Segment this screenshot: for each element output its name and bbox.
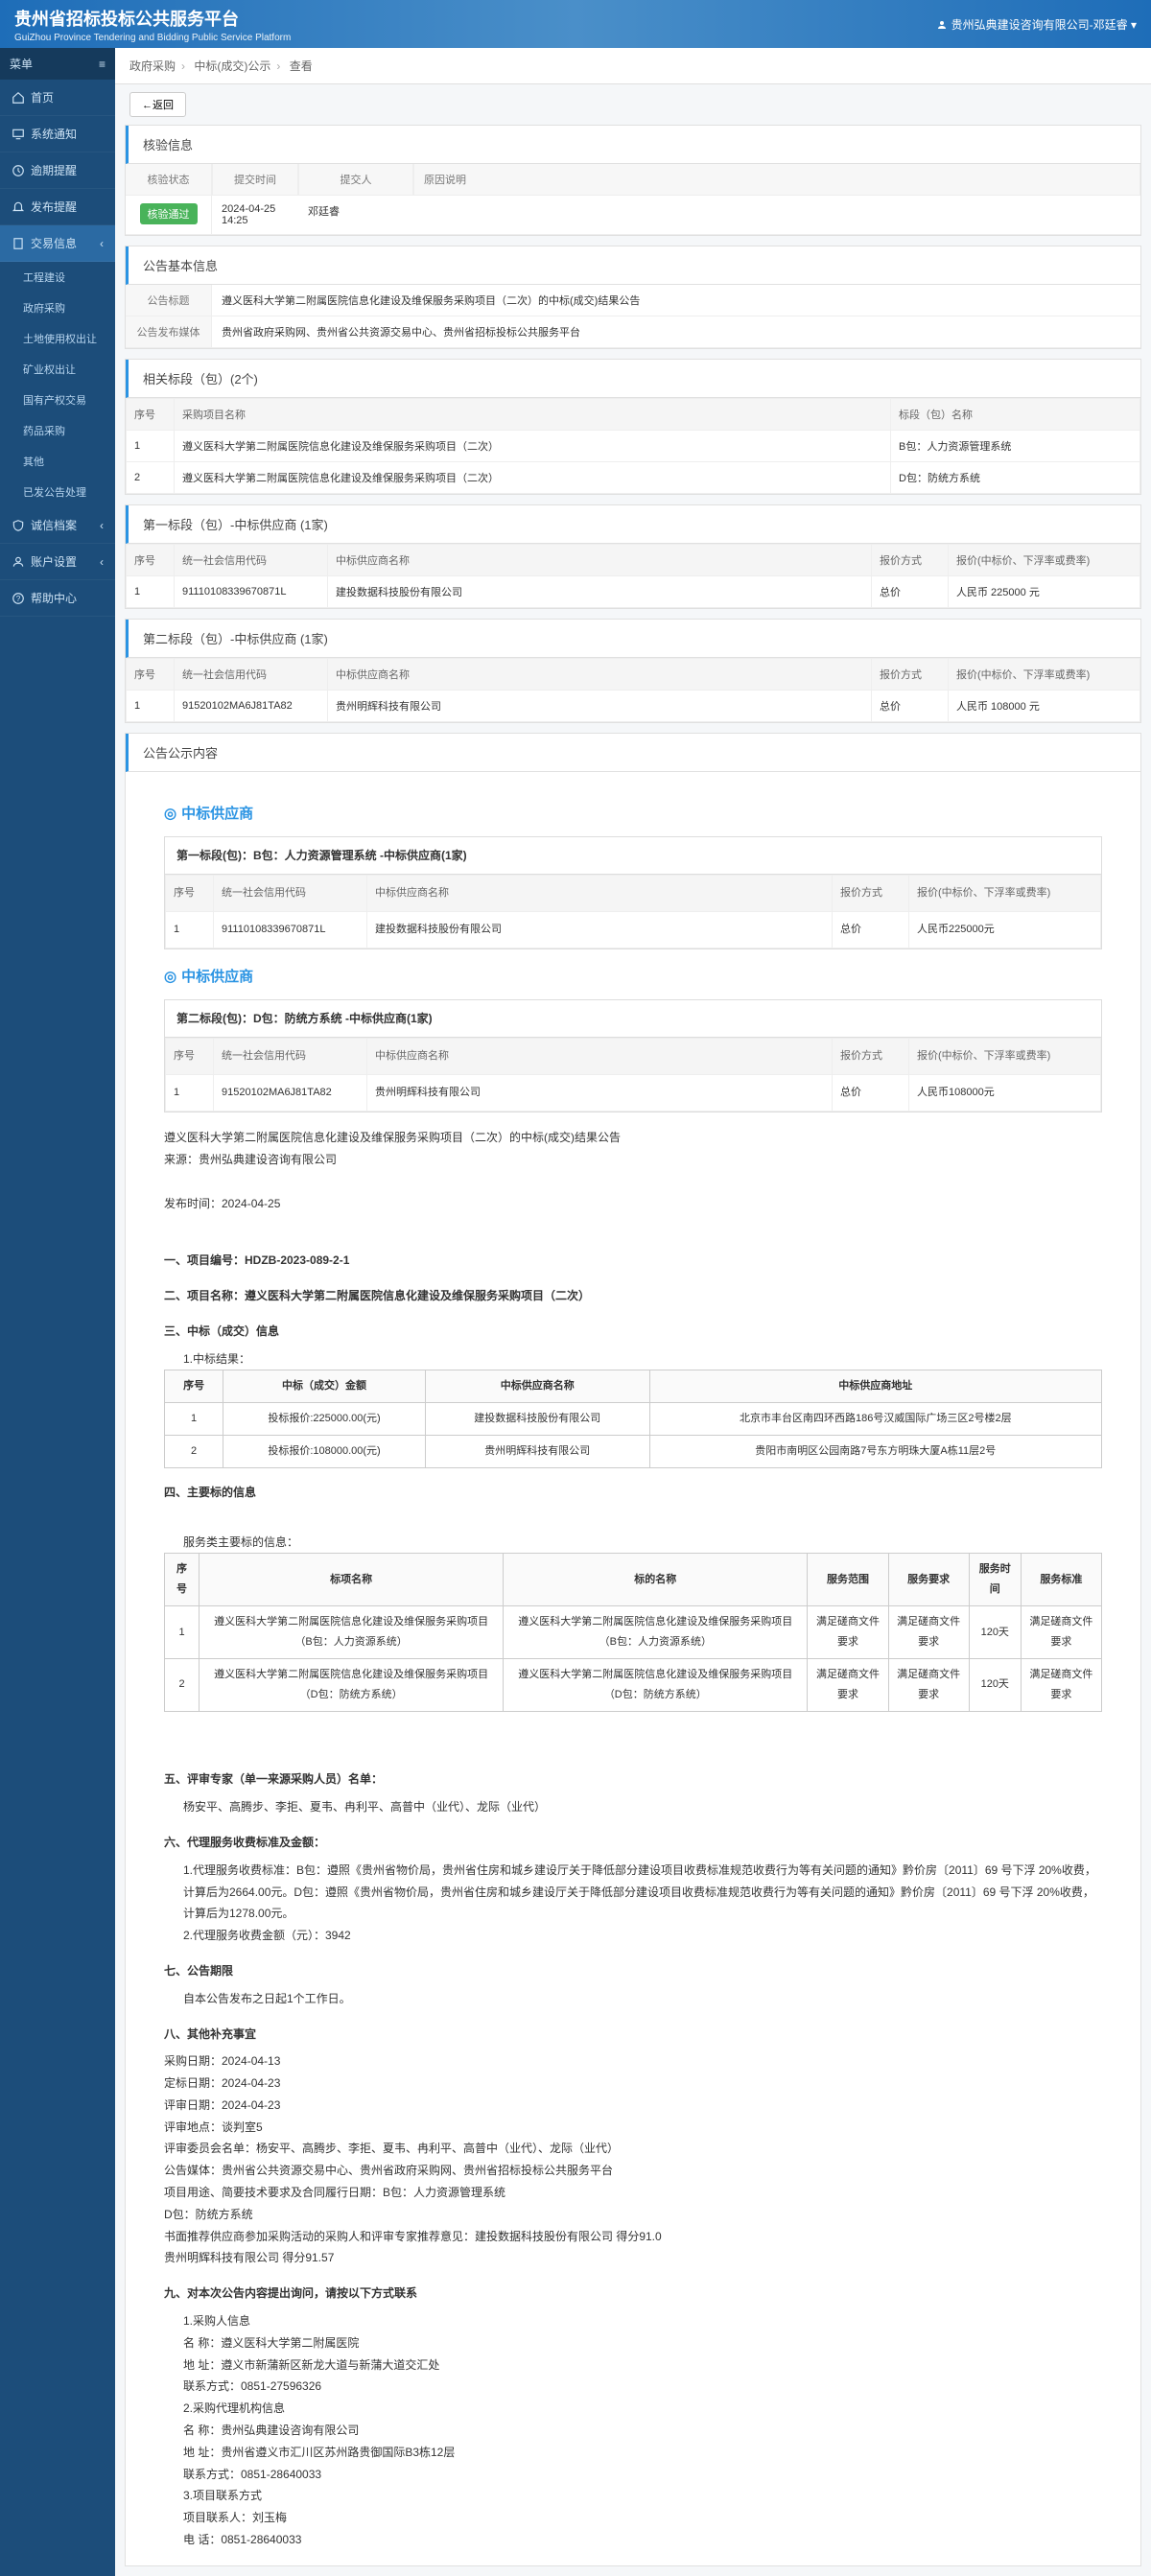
sidebar-sub-item[interactable]: 国有产权交易 (0, 385, 115, 415)
sidebar-sub-item[interactable]: 土地使用权出让 (0, 323, 115, 354)
sidebar-sub-item[interactable]: 政府采购 (0, 293, 115, 323)
source: 来源：贵州弘典建设咨询有限公司 (164, 1149, 1102, 1171)
seg2-panel: 第二标段（包）-中标供应商 (1家) 序号统一社会信用代码中标供应商名称报价方式… (125, 619, 1141, 723)
main-content: 政府采购› 中标(成交)公示› 查看 ←返回 核验信息 核验状态 提交时间 提交… (115, 48, 1151, 2576)
chevron-icon: ‹ (100, 555, 104, 569)
sidebar-item[interactable]: 账户设置‹ (0, 544, 115, 580)
help-icon: ? (12, 592, 25, 605)
menu-header: 菜单 ≡ (0, 48, 115, 80)
sidebar-item[interactable]: 系统通知 (0, 116, 115, 152)
service-table: 序号标项名称标的名称服务范围服务要求服务时间服务标准1遵义医科大学第二附属医院信… (164, 1553, 1102, 1711)
sidebar-sub-item[interactable]: 已发公告处理 (0, 477, 115, 507)
pub-time: 发布时间：2024-04-25 (164, 1193, 1102, 1215)
breadcrumb: 政府采购› 中标(成交)公示› 查看 (115, 48, 1151, 84)
svg-text:?: ? (16, 594, 21, 602)
seg1-table: 序号统一社会信用代码中标供应商名称报价方式报价(中标价、下浮率或费率) 1911… (126, 544, 1140, 608)
status-badge: 核验通过 (140, 203, 198, 224)
sidebar-item[interactable]: 交易信息‹ (0, 225, 115, 262)
user-icon (12, 555, 25, 569)
basic-panel: 公告基本信息 公告标题遵义医科大学第二附属医院信息化建设及维保服务采购项目（二次… (125, 246, 1141, 349)
content-panel: 公告公示内容 中标供应商 第一标段(包)：B包：人力资源管理系统 -中标供应商(… (125, 733, 1141, 2566)
sidebar-item[interactable]: 诚信档案‹ (0, 507, 115, 544)
verify-title: 核验信息 (126, 126, 1140, 164)
sidebar-sub-item[interactable]: 矿业权出让 (0, 354, 115, 385)
app-header: 贵州省招标投标公共服务平台 GuiZhou Province Tendering… (0, 0, 1151, 48)
sidebar-item[interactable]: 逾期提醒 (0, 152, 115, 189)
sidebar-item[interactable]: 首页 (0, 80, 115, 116)
result-table: 序号中标（成交）金额中标供应商名称中标供应商地址1投标报价:225000.00(… (164, 1370, 1102, 1468)
project-title: 遵义医科大学第二附属医院信息化建设及维保服务采购项目（二次）的中标(成交)结果公… (164, 1127, 1102, 1149)
home-icon (12, 91, 25, 105)
app-title: 贵州省招标投标公共服务平台 (14, 10, 239, 29)
chevron-icon: ‹ (100, 237, 104, 250)
back-button[interactable]: ←返回 (129, 92, 186, 117)
sidebar: 菜单 ≡ 首页系统通知逾期提醒发布提醒交易信息‹工程建设政府采购土地使用权出让矿… (0, 48, 115, 2576)
bell-icon (12, 200, 25, 214)
verify-panel: 核验信息 核验状态 提交时间 提交人 原因说明 核验通过 2024-04-25 … (125, 125, 1141, 236)
chevron-icon: ‹ (100, 519, 104, 532)
inner-box-2: 第二标段(包)：D包：防统方系统 -中标供应商(1家) 序号统一社会信用代码中标… (164, 999, 1102, 1113)
sidebar-item[interactable]: ?帮助中心 (0, 580, 115, 617)
shield-icon (12, 519, 25, 532)
seg2-table: 序号统一社会信用代码中标供应商名称报价方式报价(中标价、下浮率或费率) 1915… (126, 658, 1140, 722)
monitor-icon (12, 128, 25, 141)
sidebar-sub-item[interactable]: 工程建设 (0, 262, 115, 293)
sidebar-sub-item[interactable]: 其他 (0, 446, 115, 477)
related-table: 序号采购项目名称标段（包）名称 1遵义医科大学第二附属医院信息化建设及维保服务采… (126, 398, 1140, 494)
file-icon (12, 237, 25, 250)
sidebar-sub-item[interactable]: 药品采购 (0, 415, 115, 446)
menu-toggle-icon[interactable]: ≡ (99, 58, 106, 71)
app-subtitle: GuiZhou Province Tendering and Bidding P… (14, 33, 291, 43)
inner-box-1: 第一标段(包)：B包：人力资源管理系统 -中标供应商(1家) 序号统一社会信用代… (164, 836, 1102, 950)
winner-heading-2: 中标供应商 (164, 964, 1102, 992)
user-icon (936, 19, 948, 31)
user-info[interactable]: 贵州弘典建设咨询有限公司-邓廷睿 ▾ (936, 16, 1137, 33)
related-panel: 相关标段（包）(2个) 序号采购项目名称标段（包）名称 1遵义医科大学第二附属医… (125, 359, 1141, 495)
sidebar-item[interactable]: 发布提醒 (0, 189, 115, 225)
seg1-panel: 第一标段（包）-中标供应商 (1家) 序号统一社会信用代码中标供应商名称报价方式… (125, 504, 1141, 609)
winner-heading-1: 中标供应商 (164, 801, 1102, 829)
clock-icon (12, 164, 25, 177)
